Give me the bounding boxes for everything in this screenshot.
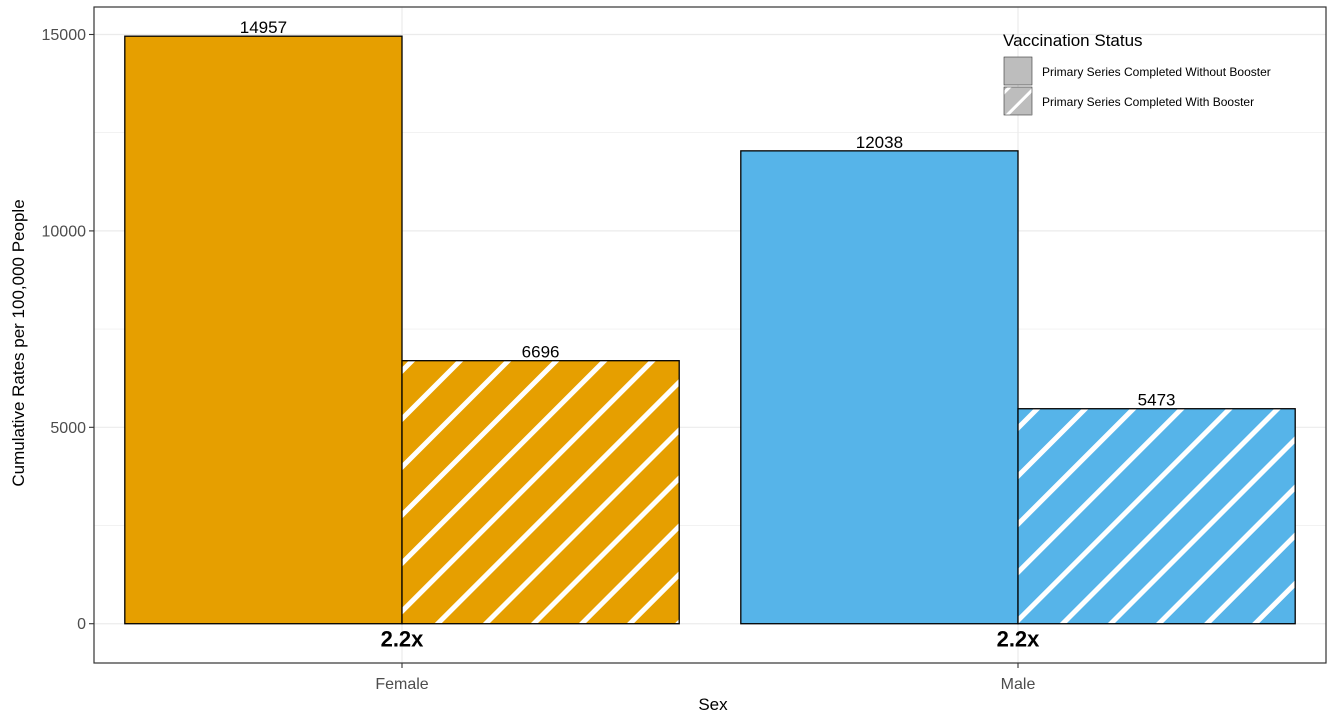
bar-female-primary-series-completed-with-booster [401,360,680,625]
legend-swatch-primary-series-completed-with-booster [1003,86,1033,116]
ratio-label-female: 2.2x [381,627,425,652]
value-label-male-primary-series-completed-without-booster: 12038 [856,133,903,152]
y-tick-label: 15000 [42,27,87,44]
x-axis-title: Sex [698,695,728,714]
y-axis: 0 5000 10000 15000 [42,27,94,633]
legend-title: Vaccination Status [1003,31,1143,50]
x-tick-label: Male [1001,676,1036,693]
ratio-labels: 2.2x 2.2x [381,627,1041,652]
ratio-label-male: 2.2x [997,627,1041,652]
legend: Vaccination Status Primary Series Comple… [1003,31,1271,116]
bars [124,35,1296,625]
plot-panel-border [93,6,1327,664]
legend-swatch-primary-series-completed-without-booster [1003,56,1033,86]
bar-male-primary-series-completed-without-booster [740,150,1019,625]
value-label-female-primary-series-completed-without-booster: 14957 [240,18,287,37]
x-tick-label: Female [375,676,428,693]
y-tick-label: 5000 [50,420,86,437]
legend-label-primary-series-completed-without-booster: Primary Series Completed Without Booster [1042,65,1271,79]
y-tick-label: 10000 [42,223,87,240]
x-axis: Female Male [375,663,1035,693]
y-axis-title: Cumulative Rates per 100,000 People [9,199,28,486]
value-label-female-primary-series-completed-with-booster: 6696 [522,343,560,362]
y-tick-label: 0 [77,616,86,633]
value-label-male-primary-series-completed-with-booster: 5473 [1138,391,1176,410]
legend-label-primary-series-completed-with-booster: Primary Series Completed With Booster [1042,95,1254,109]
bar-female-primary-series-completed-without-booster [124,35,403,625]
bar-male-primary-series-completed-with-booster [1017,408,1296,625]
value-labels: 14957 6696 12038 5473 [240,18,1176,410]
